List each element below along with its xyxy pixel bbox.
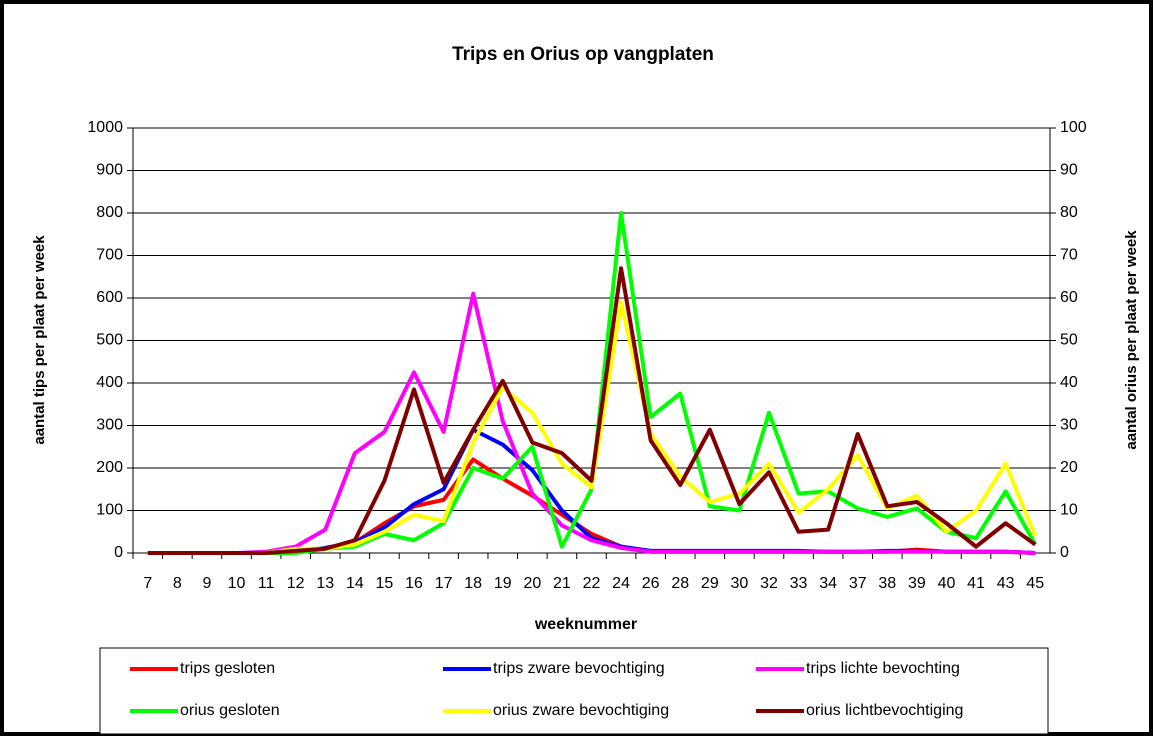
y2-tick-label: 90	[1060, 162, 1078, 179]
x-tick-label: 24	[612, 575, 630, 592]
x-tick-label: 8	[173, 575, 182, 592]
y2-tick-label: 10	[1060, 502, 1078, 519]
x-tick-label: 9	[202, 575, 211, 592]
x-tick-label: 12	[287, 575, 305, 592]
y2-tick-label: 100	[1060, 119, 1087, 136]
y-tick-label: 300	[96, 417, 123, 434]
x-tick-label: 14	[346, 575, 364, 592]
x-tick-label: 7	[143, 575, 152, 592]
x-tick-label: 34	[819, 575, 837, 592]
x-axis-label: weeknummer	[534, 616, 637, 633]
x-tick-label: 28	[671, 575, 689, 592]
y-tick-label: 200	[96, 459, 123, 476]
x-tick-label: 38	[878, 575, 896, 592]
y-tick-label: 700	[96, 247, 123, 264]
legend-label: orius lichtbevochtiging	[806, 702, 963, 719]
y-tick-label: 400	[96, 374, 123, 391]
x-tick-label: 16	[405, 575, 423, 592]
chart-title: Trips en Orius op vangplaten	[452, 44, 714, 65]
series-line	[147, 300, 1038, 555]
series-line	[147, 211, 1037, 555]
y2-tick-label: 80	[1060, 204, 1078, 221]
x-tick-label: 33	[790, 575, 808, 592]
legend-label: trips zware bevochtiging	[493, 660, 665, 677]
x-tick-label: 11	[258, 575, 275, 592]
legend-label: orius gesloten	[180, 702, 280, 719]
y2-tick-label: 70	[1060, 247, 1078, 264]
y-tick-label: 1000	[87, 119, 123, 136]
y2-tick-label: 60	[1060, 289, 1078, 306]
x-tick-label: 41	[967, 575, 985, 592]
x-tick-label: 39	[908, 575, 926, 592]
y-axis-label: aantal tips per plaat per week	[31, 235, 48, 445]
x-tick-label: 37	[849, 575, 867, 592]
y-tick-label: 0	[114, 544, 123, 561]
y-tick-label: 600	[96, 289, 123, 306]
x-tick-label: 21	[553, 575, 571, 592]
x-tick-label: 18	[464, 575, 482, 592]
legend	[99, 647, 1049, 735]
legend-label: orius zware bevochtiging	[493, 702, 669, 719]
y2-axis-label: aantal orius per plaat per week	[1123, 230, 1140, 450]
y2-tick-label: 30	[1060, 417, 1078, 434]
x-tick-label: 19	[494, 575, 512, 592]
x-tick-label: 22	[583, 575, 601, 592]
x-tick-label: 15	[376, 575, 394, 592]
series-line	[147, 291, 1036, 555]
legend-label: trips lichte bevochting	[806, 660, 960, 677]
x-tick-label: 13	[316, 575, 334, 592]
y-tick-label: 900	[96, 162, 123, 179]
x-tick-label: 10	[228, 575, 246, 592]
y2-tick-label: 0	[1060, 544, 1069, 561]
x-tick-label: 29	[701, 575, 719, 592]
x-tick-label: 26	[642, 575, 660, 592]
y2-tick-label: 20	[1060, 459, 1078, 476]
legend-label: trips gesloten	[180, 660, 275, 677]
x-tick-label: 45	[1026, 575, 1044, 592]
y-tick-label: 800	[96, 204, 123, 221]
y-tick-label: 100	[96, 502, 123, 519]
x-tick-label: 32	[760, 575, 778, 592]
y-tick-label: 500	[96, 332, 123, 349]
x-tick-label: 43	[997, 575, 1015, 592]
x-tick-label: 20	[523, 575, 541, 592]
y2-tick-label: 50	[1060, 332, 1078, 349]
x-tick-label: 40	[938, 575, 956, 592]
x-tick-label: 30	[731, 575, 749, 592]
x-tick-label: 17	[435, 575, 453, 592]
y2-tick-label: 40	[1060, 374, 1078, 391]
series-line	[147, 266, 1037, 555]
